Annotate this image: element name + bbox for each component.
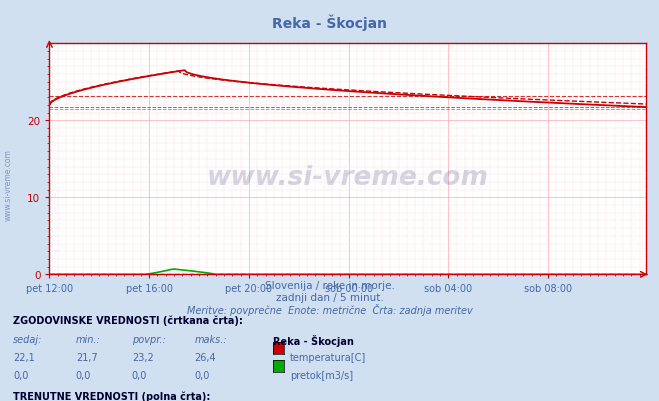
Text: povpr.:: povpr.: [132,334,165,344]
Text: 26,4: 26,4 [194,352,216,363]
Text: Reka - Škocjan: Reka - Škocjan [273,334,355,346]
Text: 0,0: 0,0 [76,370,91,380]
Text: 22,1: 22,1 [13,352,35,363]
Text: temperatura[C]: temperatura[C] [290,352,366,363]
Text: 21,7: 21,7 [76,352,98,363]
Text: Reka - Škocjan: Reka - Škocjan [272,14,387,30]
Text: 23,2: 23,2 [132,352,154,363]
Text: ZGODOVINSKE VREDNOSTI (črtkana črta):: ZGODOVINSKE VREDNOSTI (črtkana črta): [13,315,243,325]
Text: 0,0: 0,0 [13,370,28,380]
Text: 0,0: 0,0 [194,370,210,380]
Text: pretok[m3/s]: pretok[m3/s] [290,370,353,380]
Text: 0,0: 0,0 [132,370,147,380]
Text: min.:: min.: [76,334,101,344]
Text: maks.:: maks.: [194,334,227,344]
Text: Slovenija / reke in morje.: Slovenija / reke in morje. [264,281,395,291]
Text: www.si-vreme.com: www.si-vreme.com [207,165,488,191]
Text: TRENUTNE VREDNOSTI (polna črta):: TRENUTNE VREDNOSTI (polna črta): [13,391,211,401]
Text: www.si-vreme.com: www.si-vreme.com [3,149,13,220]
Text: zadnji dan / 5 minut.: zadnji dan / 5 minut. [275,292,384,302]
Text: Meritve: povprečne  Enote: metrične  Črta: zadnja meritev: Meritve: povprečne Enote: metrične Črta:… [186,303,473,315]
Text: sedaj:: sedaj: [13,334,43,344]
